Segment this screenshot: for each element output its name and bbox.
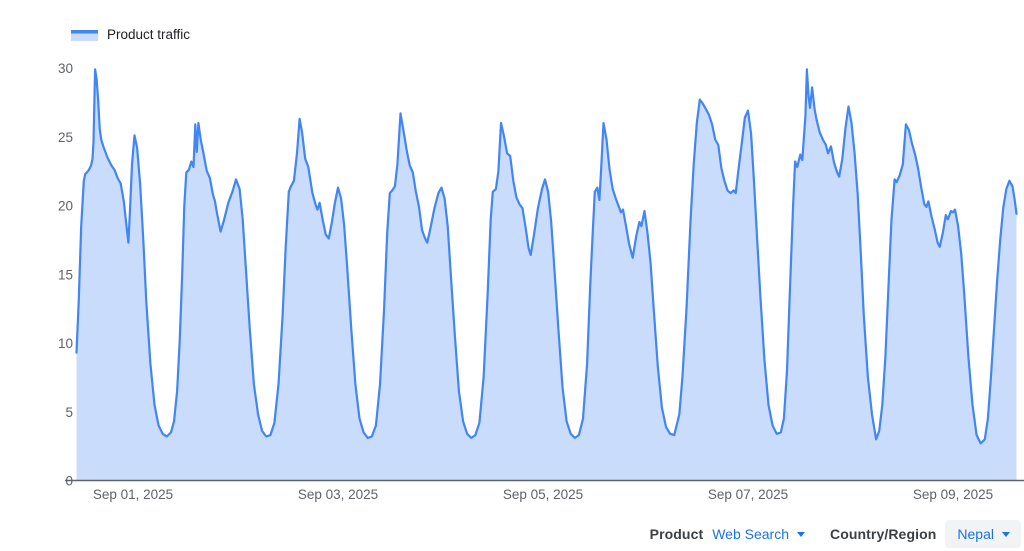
y-axis-tick-label: 20 xyxy=(58,199,73,214)
legend-label: Product traffic xyxy=(107,27,191,42)
x-axis-tick-label: Sep 03, 2025 xyxy=(298,487,378,502)
x-axis-tick-label: Sep 01, 2025 xyxy=(93,487,173,502)
x-axis-tick-label: Sep 05, 2025 xyxy=(503,487,583,502)
country-region-label: Country/Region xyxy=(830,526,937,542)
product-label: Product xyxy=(649,526,704,542)
chevron-down-icon xyxy=(797,532,805,537)
area-series-swatch-icon xyxy=(71,28,98,41)
country-region-dropdown-value: Nepal xyxy=(957,526,994,542)
y-axis-tick-label: 30 xyxy=(58,61,73,76)
country-region-dropdown[interactable]: Nepal xyxy=(945,520,1021,548)
traffic-line-series xyxy=(75,68,1018,445)
chart-controls: Product Web Search Country/Region Nepal xyxy=(0,519,1021,549)
traffic-area-fill xyxy=(76,69,1017,481)
chevron-down-icon xyxy=(1002,532,1010,537)
legend: Product traffic xyxy=(71,28,190,42)
x-axis-tick-label: Sep 09, 2025 xyxy=(913,487,993,502)
product-dropdown-value: Web Search xyxy=(712,526,789,542)
y-axis-tick-label: 5 xyxy=(65,405,73,420)
product-dropdown[interactable]: Web Search xyxy=(712,527,805,541)
y-axis-tick-label: 25 xyxy=(58,130,73,145)
y-axis-tick-label: 10 xyxy=(58,336,73,351)
x-axis-tick-label: Sep 07, 2025 xyxy=(708,487,788,502)
y-axis-tick-label: 15 xyxy=(58,267,73,282)
y-axis-tick-label: 0 xyxy=(65,474,73,489)
